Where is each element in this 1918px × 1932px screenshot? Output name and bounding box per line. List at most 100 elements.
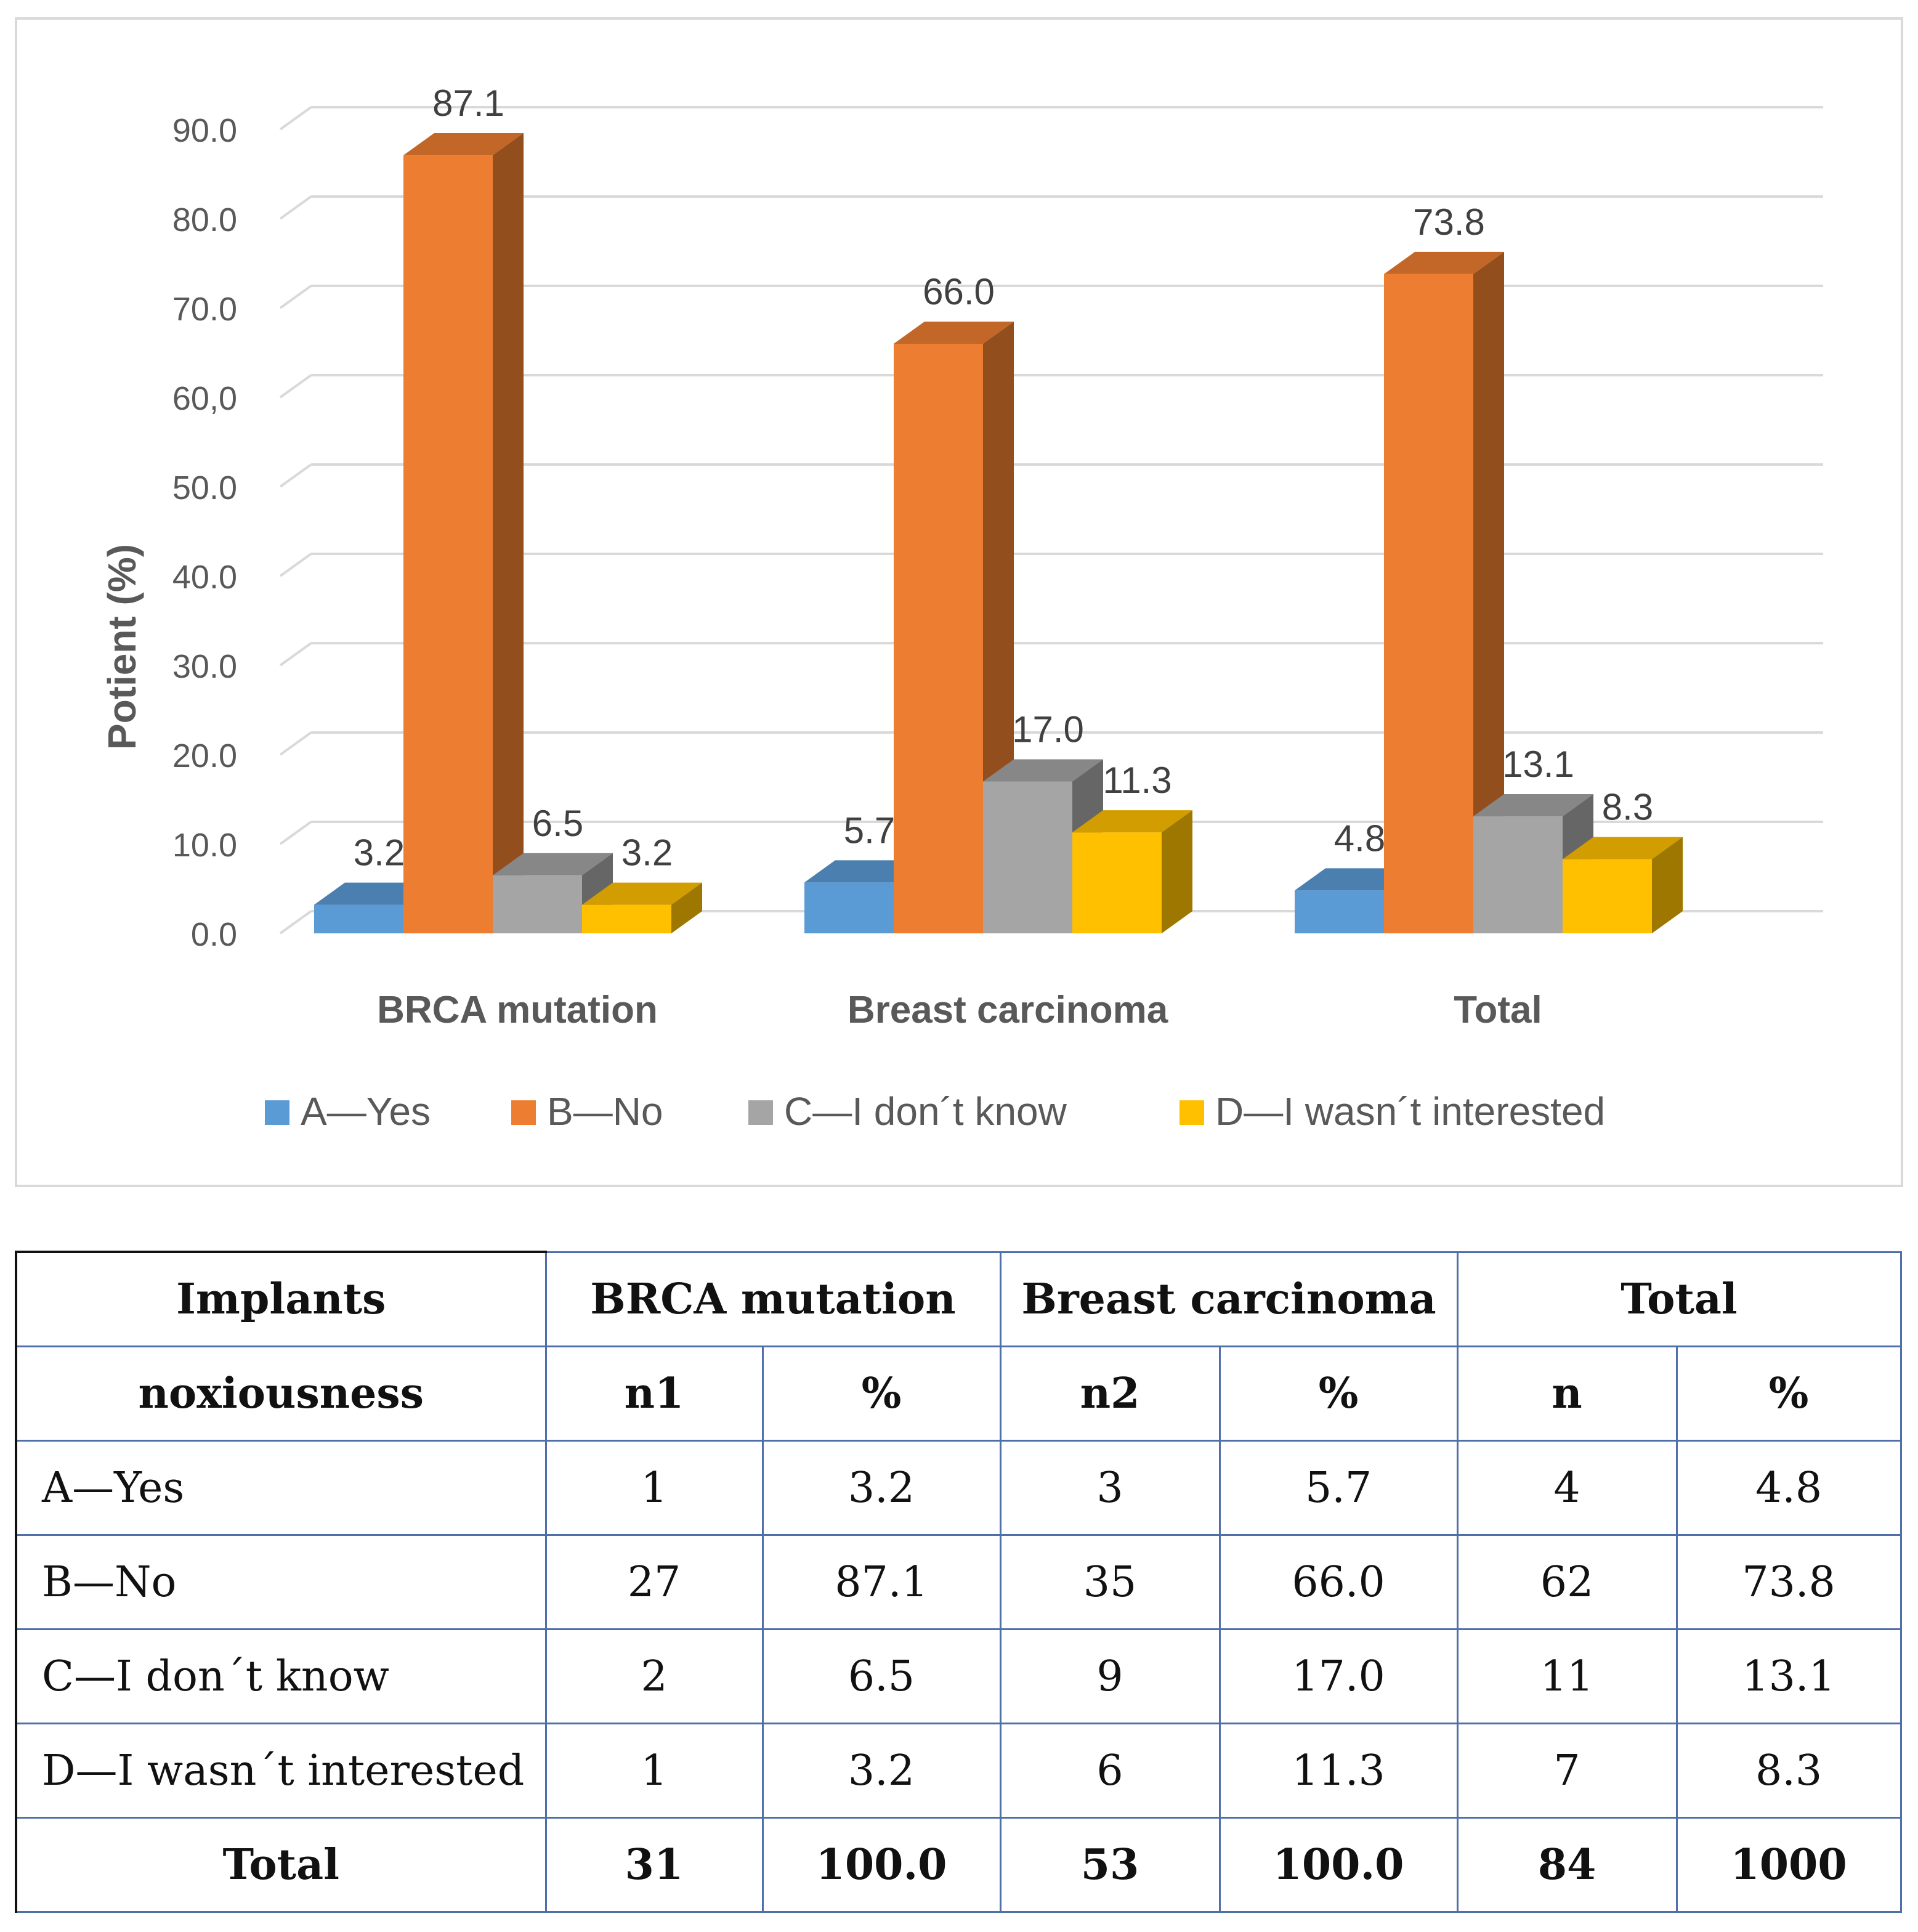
y-tick-label: 40.0 xyxy=(172,559,237,596)
bar-front xyxy=(314,904,403,933)
y-tick-label: 0.0 xyxy=(191,916,237,953)
bar-front xyxy=(582,904,671,933)
bar-side xyxy=(1652,837,1683,933)
x-tick-label: Total xyxy=(1454,989,1542,1031)
legend-swatch xyxy=(748,1100,773,1125)
table-cell: 11.3 xyxy=(1218,1723,1459,1819)
row-label: A—Yes xyxy=(15,1440,547,1536)
table-cell: 7 xyxy=(1456,1723,1678,1819)
table-total-row: Total 31 100.0 53 100.0 84 1000 xyxy=(15,1817,1902,1913)
table-cell: 31 xyxy=(544,1817,764,1913)
table-cell: 100.0 xyxy=(1218,1817,1459,1913)
legend-label: B—No xyxy=(547,1089,663,1134)
table-cell: 3.2 xyxy=(761,1723,1001,1819)
bar-top xyxy=(1563,837,1683,859)
bar-side xyxy=(1473,251,1504,933)
table-cell: 4 xyxy=(1456,1440,1678,1536)
gridline-diagonal xyxy=(279,463,312,488)
data-label: 73.8 xyxy=(1413,201,1485,243)
legend-label: A—Yes xyxy=(301,1089,431,1134)
group-header-brca: BRCA mutation xyxy=(544,1251,1001,1347)
bar-front xyxy=(1563,859,1652,933)
y-tick-label: 60,0 xyxy=(172,380,237,417)
x-axis-categories: BRCA mutation Breast carcinoma Total xyxy=(377,989,1542,1031)
bar xyxy=(403,133,524,933)
group-header-breast-carcinoma: Breast carcinoma xyxy=(999,1251,1459,1347)
data-label: 17.0 xyxy=(1012,709,1084,750)
table-cell: 17.0 xyxy=(1218,1628,1459,1724)
bar-side xyxy=(493,133,524,933)
y-tick-label: 10.0 xyxy=(172,827,237,864)
bar xyxy=(582,882,702,933)
table-cell: 3.2 xyxy=(761,1440,1001,1536)
table-cell: 2 xyxy=(544,1628,764,1724)
bar-top xyxy=(493,853,613,875)
table-row: A—Yes 1 3.2 3 5.7 4 4.8 xyxy=(15,1440,1902,1536)
table-cell: 5.7 xyxy=(1218,1440,1459,1536)
bar-side xyxy=(1162,810,1192,933)
table-cell: 73.8 xyxy=(1675,1534,1902,1630)
table-cell: 66.0 xyxy=(1218,1534,1459,1630)
data-label: 13.1 xyxy=(1502,744,1574,785)
bar xyxy=(1563,837,1683,933)
table-cell: 6.5 xyxy=(761,1628,1001,1724)
table-cell: 1000 xyxy=(1675,1817,1902,1913)
legend-item: A—Yes xyxy=(265,1089,431,1134)
table-cell: 62 xyxy=(1456,1534,1678,1630)
table-cell: 53 xyxy=(999,1817,1221,1913)
data-label: 3.2 xyxy=(354,832,405,874)
subheader-n1: n1 xyxy=(544,1346,764,1442)
table-cell: 9 xyxy=(999,1628,1221,1724)
data-label: 4.8 xyxy=(1334,818,1385,859)
row-label: B—No xyxy=(15,1534,547,1630)
total-label: Total xyxy=(15,1817,547,1913)
group-header-total: Total xyxy=(1456,1251,1902,1347)
y-tick-label: 30.0 xyxy=(172,648,237,685)
subheader-n2: n2 xyxy=(999,1346,1221,1442)
bar-front xyxy=(493,875,582,933)
gridline-diagonal xyxy=(279,374,312,399)
stub-header-1: Implants xyxy=(15,1251,547,1347)
gridline-diagonal xyxy=(279,285,312,309)
bar-front xyxy=(1072,832,1162,933)
bar xyxy=(1072,810,1192,933)
gridline-diagonal xyxy=(279,642,312,667)
x-tick-label: BRCA mutation xyxy=(377,989,658,1031)
bar-front xyxy=(1295,890,1384,933)
legend-swatch xyxy=(265,1100,289,1125)
subheader-pct-3: % xyxy=(1675,1346,1902,1442)
y-tick-label: 90.0 xyxy=(172,112,237,149)
data-label: 8.3 xyxy=(1602,787,1653,828)
table-cell: 1 xyxy=(544,1440,764,1536)
subheader-pct-1: % xyxy=(761,1346,1001,1442)
bar-top xyxy=(582,882,702,905)
row-label: D—I wasn´t interested xyxy=(15,1723,547,1819)
table-header-row-1: Implants BRCA mutation Breast carcinoma … xyxy=(15,1251,1902,1347)
gridline-diagonal xyxy=(279,910,312,935)
legend-label: D—I wasn´t interested xyxy=(1215,1089,1605,1134)
bar-top xyxy=(1473,794,1593,817)
x-tick-label: Breast carcinoma xyxy=(848,989,1168,1031)
table-cell: 100.0 xyxy=(761,1817,1001,1913)
table-cell: 4.8 xyxy=(1675,1440,1902,1536)
table-cell: 8.3 xyxy=(1675,1723,1902,1819)
data-labels: 3.2 87.1 6.5 3.2 5.7 66.0 17.0 11.3 4.8 73.8 13.1 8… xyxy=(354,83,1653,874)
data-label: 3.2 xyxy=(621,832,673,874)
data-table: Implants BRCA mutation Breast carcinoma … xyxy=(15,1251,1902,1913)
y-axis-label: Potient (%) xyxy=(100,544,144,750)
table-row: C—I don´t know 2 6.5 9 17.0 11 13.1 xyxy=(15,1628,1902,1724)
bar xyxy=(1384,251,1504,933)
table-cell: 1 xyxy=(544,1723,764,1819)
y-tick-label: 20.0 xyxy=(172,737,237,774)
legend-swatch xyxy=(511,1100,536,1125)
legend-label: C—I don´t know xyxy=(784,1089,1067,1134)
data-label: 6.5 xyxy=(532,803,583,844)
y-axis-ticks: 0.0 10.0 20.0 30.0 40.0 50.0 60,0 70.0 80.0 90.0 xyxy=(172,112,237,953)
table-cell: 35 xyxy=(999,1534,1221,1630)
bar-side xyxy=(671,882,702,933)
bar-top xyxy=(1072,810,1192,833)
data-label: 11.3 xyxy=(1103,760,1171,801)
subheader-n: n xyxy=(1456,1346,1678,1442)
data-label: 87.1 xyxy=(432,83,504,124)
stub-header-2: noxiousness xyxy=(15,1346,547,1442)
